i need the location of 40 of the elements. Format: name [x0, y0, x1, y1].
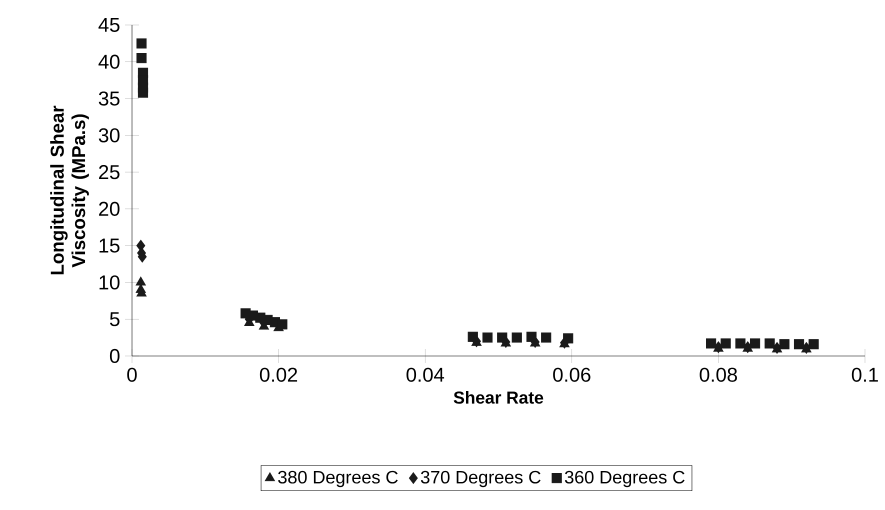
point — [136, 276, 146, 286]
point — [720, 338, 731, 349]
point — [482, 332, 493, 343]
y-tick-label: 30 — [98, 128, 120, 142]
y-tick-label: 45 — [98, 18, 120, 32]
x-tick-label: 0.02 — [260, 368, 298, 382]
x-tick-label: 0.08 — [700, 368, 737, 382]
legend-label: 360 Degrees C — [564, 470, 685, 488]
point — [541, 332, 552, 343]
legend-label: 370 Degrees C — [420, 470, 541, 488]
x-tick-label: 0.04 — [406, 368, 444, 382]
y-tick-label: 40 — [98, 54, 120, 69]
point — [706, 338, 716, 349]
y-tick-label: 15 — [100, 238, 120, 253]
legend-label: 380 Degrees C — [278, 470, 398, 488]
point — [138, 88, 148, 98]
y-tick-label: 20 — [99, 202, 120, 216]
x-axis-title: Shear Rate — [454, 391, 544, 404]
point — [136, 38, 147, 48]
y-tick-label: 10 — [100, 275, 120, 290]
x-tick-label: 0 — [127, 368, 137, 382]
point — [735, 338, 746, 349]
y-axis-title: Longitudinal Shear Viscosity (MPa.s) — [50, 106, 89, 274]
point — [764, 338, 775, 349]
point — [468, 332, 478, 342]
y-tick-label: 0 — [110, 348, 120, 364]
point — [808, 339, 819, 350]
y-tick-label: 35 — [98, 91, 120, 106]
y-tick-label: 25 — [99, 165, 120, 180]
point — [136, 53, 147, 64]
point — [750, 338, 760, 349]
point — [526, 332, 537, 342]
point — [497, 332, 508, 343]
x-tick-label: 0.06 — [553, 368, 590, 382]
x-tick-label: 0.1 — [852, 368, 878, 382]
point — [563, 333, 574, 344]
point — [794, 339, 804, 350]
point — [779, 339, 790, 350]
y-tick-label: 5 — [110, 312, 120, 326]
point — [512, 332, 522, 343]
